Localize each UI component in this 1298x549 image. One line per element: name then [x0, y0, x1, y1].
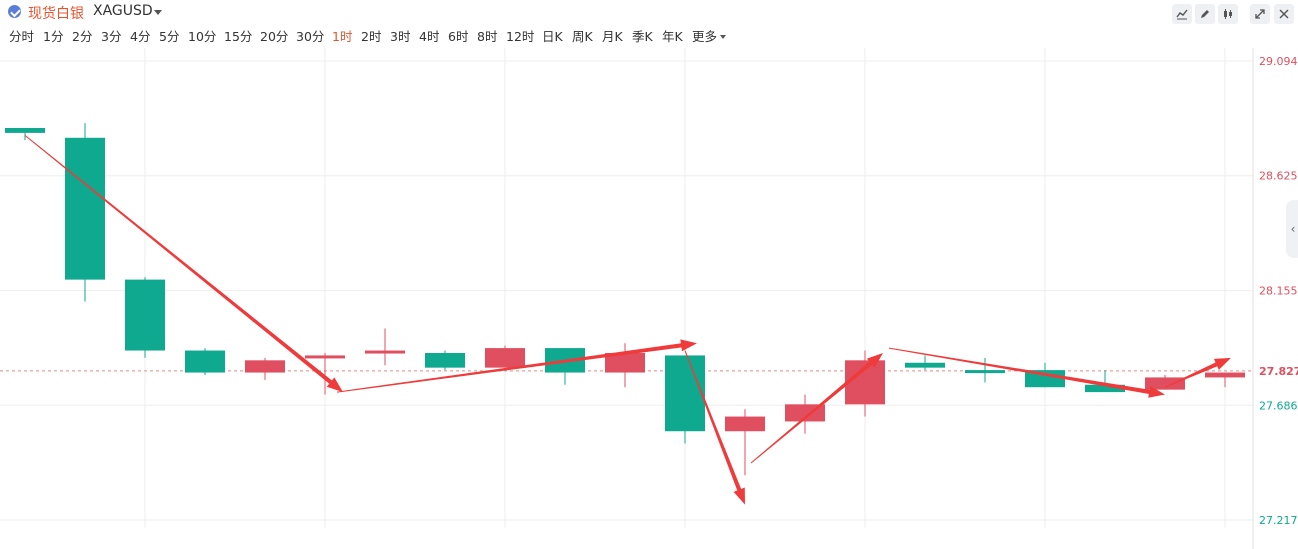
tab-timeframe[interactable]: 5分 — [159, 29, 180, 44]
y-tick-label: 28.155 — [1259, 285, 1298, 298]
product-symbol[interactable]: XAGUSD — [93, 3, 153, 19]
tab-timeframe[interactable]: 季K — [632, 29, 653, 44]
candle-body — [1025, 370, 1065, 388]
trend-arrow-head — [1213, 357, 1231, 370]
trend-arrow-head — [326, 377, 343, 393]
tab-timeframe[interactable]: 日K — [542, 29, 563, 44]
tab-more[interactable]: 更多 — [692, 29, 718, 44]
tab-timeframe[interactable]: 4时 — [419, 29, 440, 44]
tab-timeframe[interactable]: 2时 — [361, 29, 382, 44]
current-price-label: 27.827 — [1259, 365, 1298, 378]
candle-style-icon[interactable] — [1218, 4, 1238, 24]
trend-arrow-shaft — [750, 361, 873, 464]
tab-timeframe[interactable]: 15分 — [224, 29, 253, 44]
candle-body — [245, 360, 285, 373]
trend-arrow-head — [866, 352, 883, 368]
y-tick-label: 29.094 — [1259, 55, 1298, 68]
tab-timeframe[interactable]: 2分 — [72, 29, 93, 44]
tab-timeframe[interactable]: 3时 — [390, 29, 411, 44]
candle-body — [185, 350, 225, 373]
tab-timeframe-active[interactable]: 1时 — [332, 29, 353, 44]
chevron-left-icon: ‹ — [1290, 222, 1296, 236]
trend-arrow-head — [733, 487, 745, 505]
candle-body — [1145, 377, 1185, 390]
chart-header: 现货白银 XAGUSD — [0, 0, 1298, 24]
candle-body — [1085, 384, 1125, 393]
more-dropdown-icon[interactable] — [720, 35, 726, 39]
candle-body — [965, 370, 1005, 374]
candlestick-chart[interactable]: 29.094 28.625 28.155 27.686 27.217 27.827 — [0, 48, 1298, 549]
line-tool-icon[interactable] — [1172, 4, 1192, 24]
trend-arrow-head — [680, 339, 697, 352]
tab-timeframe[interactable]: 月K — [602, 29, 623, 44]
candle-body — [665, 355, 705, 432]
tab-timeframe[interactable]: 6时 — [448, 29, 469, 44]
expand-icon[interactable] — [1250, 4, 1270, 24]
trend-arrow-shaft — [336, 343, 682, 393]
tab-timeframe[interactable]: 分时 — [9, 29, 35, 44]
tab-timeframe[interactable]: 20分 — [260, 29, 289, 44]
candle-body — [905, 362, 945, 368]
trend-arrow-shaft — [1164, 362, 1218, 388]
trend-arrow-shaft — [684, 350, 742, 491]
candle-body — [725, 416, 765, 432]
symbol-dropdown-icon[interactable] — [154, 10, 162, 15]
tab-timeframe[interactable]: 12时 — [506, 29, 535, 44]
y-tick-label: 27.686 — [1259, 399, 1298, 412]
trend-arrow-head — [1148, 385, 1165, 398]
close-icon[interactable] — [1274, 4, 1294, 24]
candle-body — [485, 348, 525, 368]
candle-body — [65, 137, 105, 280]
y-tick-label: 28.625 — [1259, 170, 1298, 183]
candle-body — [365, 350, 405, 354]
tab-timeframe[interactable]: 1分 — [43, 29, 64, 44]
candle-body — [305, 355, 345, 359]
candle-body — [125, 279, 165, 351]
product-logo-icon — [8, 5, 21, 18]
candle-body — [1205, 372, 1245, 378]
y-tick-label: 27.217 — [1259, 514, 1298, 527]
candle-body — [605, 352, 645, 373]
tab-timeframe[interactable]: 8时 — [477, 29, 498, 44]
current-price-tag — [1254, 362, 1298, 379]
product-title[interactable]: 现货白银 — [28, 6, 84, 22]
tab-timeframe[interactable]: 年K — [662, 29, 683, 44]
tab-timeframe[interactable]: 周K — [572, 29, 593, 44]
side-panel-toggle[interactable]: ‹ — [1286, 200, 1298, 258]
candle-body — [425, 352, 465, 368]
tab-timeframe[interactable]: 4分 — [130, 29, 151, 44]
tab-timeframe[interactable]: 3分 — [101, 29, 122, 44]
candle-body — [5, 128, 45, 133]
tab-timeframe[interactable]: 10分 — [188, 29, 217, 44]
tab-timeframe[interactable]: 30分 — [296, 29, 325, 44]
pen-icon[interactable] — [1195, 4, 1215, 24]
